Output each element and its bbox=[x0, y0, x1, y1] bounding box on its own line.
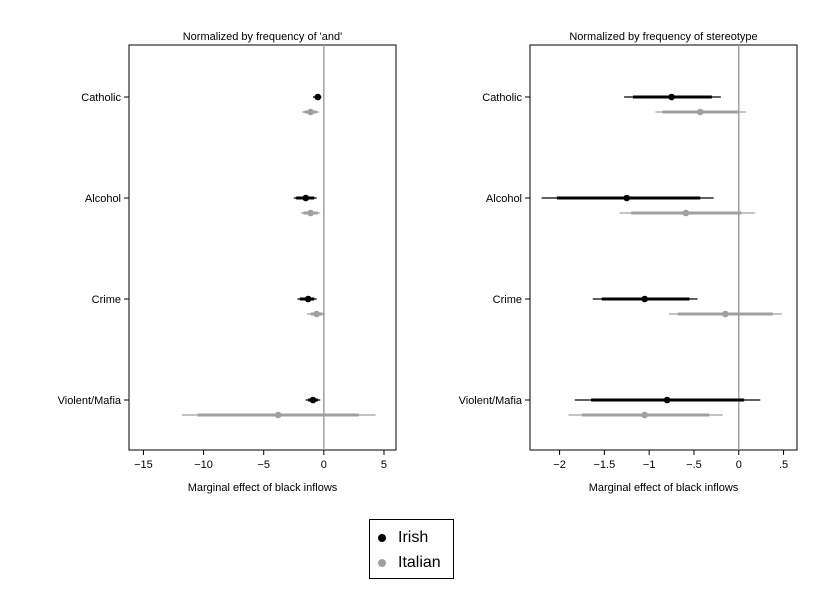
plot-frame bbox=[529, 44, 798, 451]
x-tick-label: −2 bbox=[553, 459, 566, 471]
x-tick-label: 5 bbox=[381, 459, 387, 471]
italian-estimate-point bbox=[307, 108, 314, 116]
category-label: Crime bbox=[493, 294, 522, 306]
category-label: Violent/Mafia bbox=[58, 395, 122, 407]
italian-estimate-point bbox=[313, 310, 320, 318]
panel-normalized-by-and: Normalized by frequency of 'and' Catholic… bbox=[58, 31, 397, 494]
legend: Irish Italian bbox=[369, 519, 454, 579]
irish-estimate-point bbox=[302, 194, 310, 202]
x-tick-label: .5 bbox=[779, 459, 788, 471]
x-tick-label: 0 bbox=[736, 459, 742, 471]
x-tick-label: −15 bbox=[134, 459, 153, 471]
italian-estimate-point bbox=[682, 209, 690, 217]
x-tick-label: −10 bbox=[194, 459, 213, 471]
panel-normalized-by-stereotype: Normalized by frequency of stereotype Cat… bbox=[459, 31, 798, 494]
irish-estimate-point bbox=[663, 396, 671, 404]
x-tick-label: −.5 bbox=[686, 459, 702, 471]
x-axis-label: Marginal effect of black inflows bbox=[589, 482, 739, 494]
legend-item-italian: Italian bbox=[378, 554, 441, 572]
x-axis-label: Marginal effect of black inflows bbox=[188, 482, 338, 494]
italian-estimate-point bbox=[641, 411, 648, 419]
category-label: Alcohol bbox=[486, 193, 522, 205]
legend-label-italian: Italian bbox=[398, 554, 441, 571]
irish-estimate-point bbox=[314, 93, 322, 101]
x-tick-label: −5 bbox=[257, 459, 270, 471]
italian-estimate-point bbox=[696, 108, 704, 116]
x-tick-label: −1 bbox=[643, 459, 656, 471]
italian-estimate-point bbox=[307, 209, 314, 217]
panel-title: Normalized by frequency of 'and' bbox=[183, 31, 343, 43]
x-tick-label: −1.5 bbox=[594, 459, 616, 471]
irish-marker-icon bbox=[378, 534, 386, 542]
category-label: Crime bbox=[92, 294, 121, 306]
irish-estimate-point bbox=[309, 396, 317, 404]
legend-item-irish: Irish bbox=[378, 529, 428, 547]
irish-estimate-point bbox=[304, 295, 312, 303]
italian-estimate-point bbox=[274, 411, 282, 419]
plot-frame bbox=[128, 44, 397, 451]
category-label: Alcohol bbox=[85, 193, 121, 205]
irish-estimate-point bbox=[623, 194, 631, 202]
italian-estimate-point bbox=[722, 310, 729, 318]
irish-estimate-point bbox=[668, 93, 675, 101]
legend-label-irish: Irish bbox=[398, 529, 429, 546]
irish-estimate-point bbox=[641, 295, 648, 303]
category-label: Violent/Mafia bbox=[459, 395, 523, 407]
panel-title: Normalized by frequency of stereotype bbox=[569, 31, 757, 43]
category-label: Catholic bbox=[482, 92, 522, 104]
italian-marker-icon bbox=[378, 559, 386, 567]
category-label: Catholic bbox=[81, 92, 121, 104]
x-tick-label: 0 bbox=[321, 459, 327, 471]
